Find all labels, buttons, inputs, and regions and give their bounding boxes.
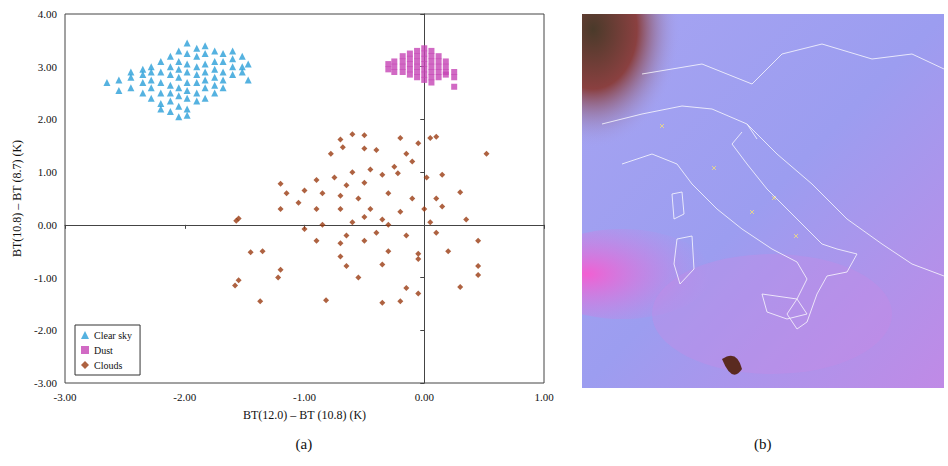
svg-text:BT(10.8) – BT (8.7) (K): BT(10.8) – BT (8.7) (K) — [10, 140, 24, 257]
html-text:(b): (b) — [754, 436, 772, 452]
svg-text:-3.00: -3.00 — [34, 377, 57, 389]
svg-text:4.00: 4.00 — [38, 8, 58, 20]
svg-text:1.00: 1.00 — [38, 166, 58, 178]
svg-text:Dust: Dust — [94, 345, 113, 356]
svg-text:-2.00: -2.00 — [173, 391, 196, 403]
svg-text:1.00: 1.00 — [534, 391, 554, 403]
html-text:(a): (a) — [295, 436, 313, 452]
svg-text:Clouds: Clouds — [94, 360, 122, 371]
svg-text:BT(12.0) – BT (10.8) (K): BT(12.0) – BT (10.8) (K) — [243, 408, 366, 422]
svg-text:Clear sky: Clear sky — [94, 330, 132, 341]
svg-text:-1.00: -1.00 — [34, 272, 57, 284]
svg-text:0.00: 0.00 — [415, 391, 435, 403]
svg-text:0.00: 0.00 — [38, 219, 58, 231]
svg-text:-1.00: -1.00 — [293, 391, 316, 403]
svg-text:2.00: 2.00 — [38, 113, 58, 125]
svg-text:-2.00: -2.00 — [34, 324, 57, 336]
svg-text:-3.00: -3.00 — [54, 391, 77, 403]
svg-text:3.00: 3.00 — [38, 61, 58, 73]
